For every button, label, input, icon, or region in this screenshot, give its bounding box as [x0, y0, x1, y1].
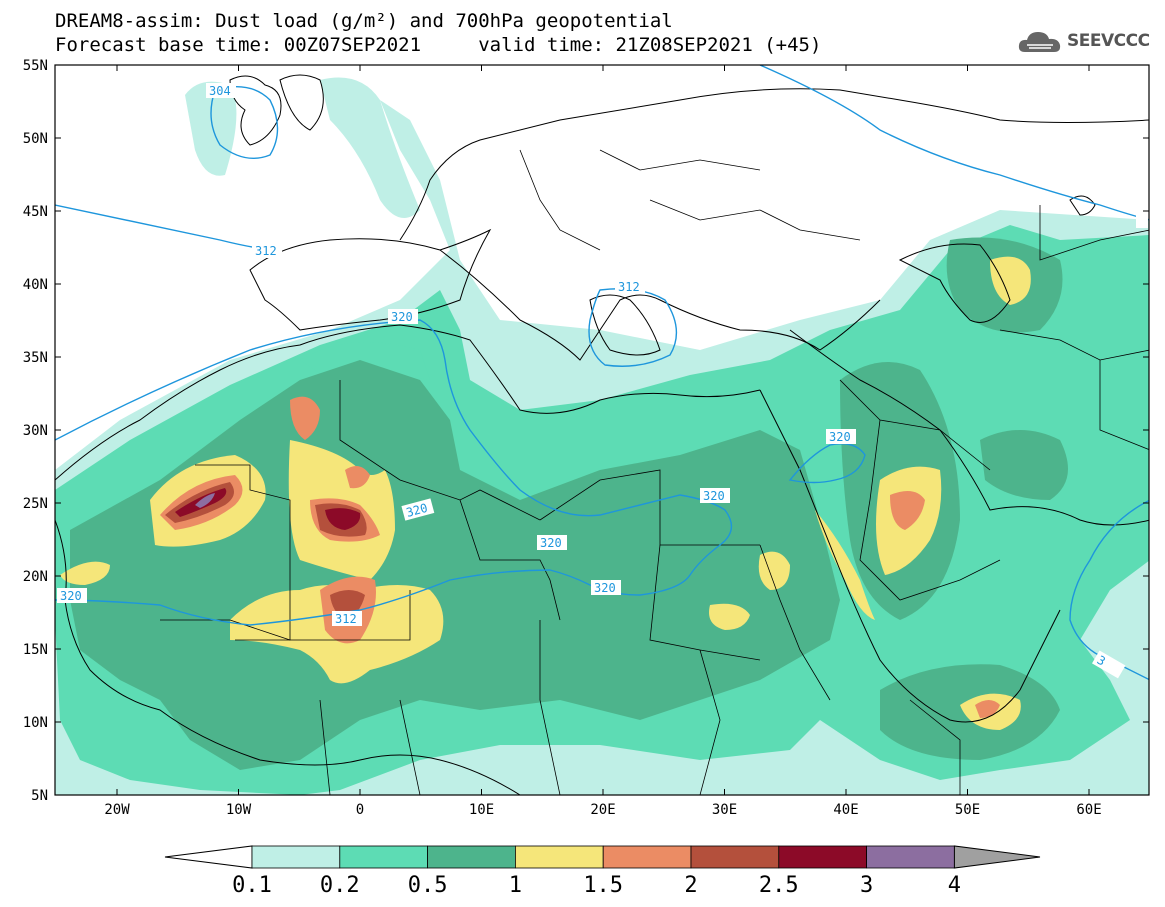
coastlines [55, 74, 1149, 795]
lat-label: 55N [23, 58, 48, 74]
map-title: DREAM8-assim: Dust load (g/m²) and 700hP… [55, 10, 673, 32]
lon-label: 20E [590, 802, 615, 818]
logo-text: SEEVCCC [1067, 31, 1150, 51]
contour-label: 320 [57, 588, 87, 603]
lat-label: 20N [23, 569, 48, 585]
lat-label: 10N [23, 715, 48, 731]
legend-swatch [866, 845, 955, 869]
svg-text:304: 304 [209, 84, 231, 98]
legend-tick-label: 0.5 [408, 873, 448, 898]
contour-labels: 304 312 312 320 320 320 320 320 320 320 … [57, 83, 1148, 679]
country-borders [160, 149, 1149, 795]
legend-tick-label: 4 [948, 873, 961, 898]
svg-text:320: 320 [60, 589, 82, 603]
legend-arrow-high [953, 845, 1041, 869]
legend-swatch [602, 845, 692, 869]
legend-tick-label: 0.1 [232, 873, 272, 898]
contour-label: 320 [537, 535, 567, 550]
contour-label [1136, 213, 1148, 228]
contour-label: 320 [401, 498, 435, 521]
lon-label: 40E [833, 802, 858, 818]
svg-text:320: 320 [703, 489, 725, 503]
svg-text:312: 312 [335, 612, 357, 626]
contour-label: 3 [1092, 650, 1126, 679]
contour-label: 312 [332, 611, 362, 626]
lon-label: 50E [955, 802, 980, 818]
lon-label: 60E [1076, 802, 1101, 818]
contour-label: 320 [388, 309, 418, 324]
lat-label: 15N [23, 642, 48, 658]
cloud-logo-icon [1018, 32, 1061, 52]
legend-tick-label: 1.5 [583, 873, 623, 898]
forecast-time-subtitle: Forecast base time: 00Z07SEP2021 valid t… [55, 34, 822, 56]
lat-label: 35N [23, 350, 48, 366]
svg-text:320: 320 [405, 501, 430, 520]
svg-text:312: 312 [618, 280, 640, 294]
contour-label: 320 [826, 429, 856, 444]
lon-label: 20W [104, 802, 130, 818]
legend-swatch [339, 845, 428, 869]
legend-tick-label: 0.2 [320, 873, 360, 898]
lat-label: 30N [23, 423, 48, 439]
legend-tick-label: 2 [684, 873, 697, 898]
legend-tick-label: 3 [860, 873, 873, 898]
seevccc-logo: SEEVCCC [1017, 26, 1150, 56]
lon-label: 0 [356, 802, 364, 818]
legend-swatch [690, 845, 780, 869]
svg-text:320: 320 [391, 310, 413, 324]
svg-text:320: 320 [540, 536, 562, 550]
dust-fields [55, 77, 1149, 795]
contour-label: 312 [615, 279, 645, 294]
lat-label: 5N [31, 788, 48, 804]
legend-swatch [778, 845, 867, 869]
legend-tick-label: 2.5 [759, 873, 799, 898]
longitude-axis: 20W 10W 0 10E 20E 30E 40E 50E 60E [104, 65, 1102, 818]
svg-text:320: 320 [829, 430, 851, 444]
legend-tick-label: 1 [509, 873, 522, 898]
legend-swatch [427, 845, 516, 869]
lon-label: 10E [469, 802, 494, 818]
lat-label: 50N [23, 131, 48, 147]
legend-swatch [251, 845, 341, 869]
legend-swatch [515, 845, 604, 869]
contour-label: 320 [591, 580, 621, 595]
lat-label: 25N [23, 496, 48, 512]
svg-text:312: 312 [255, 244, 277, 258]
latitude-axis: 55N 50N 45N 40N 35N 30N 25N 20N 15N 10N 5N [23, 58, 1149, 804]
contour-label: 320 [700, 488, 730, 503]
lat-label: 40N [23, 277, 48, 293]
lon-label: 30E [712, 802, 737, 818]
contour-label: 304 [206, 83, 236, 98]
legend-arrow-low [164, 845, 253, 869]
colorbar-legend: 0.1 0.2 0.5 1 1.5 2 2.5 3 4 [164, 845, 1041, 898]
lat-label: 45N [23, 204, 48, 220]
contour-label: 312 [252, 243, 282, 258]
svg-text:320: 320 [594, 581, 616, 595]
lon-label: 10W [226, 802, 252, 818]
